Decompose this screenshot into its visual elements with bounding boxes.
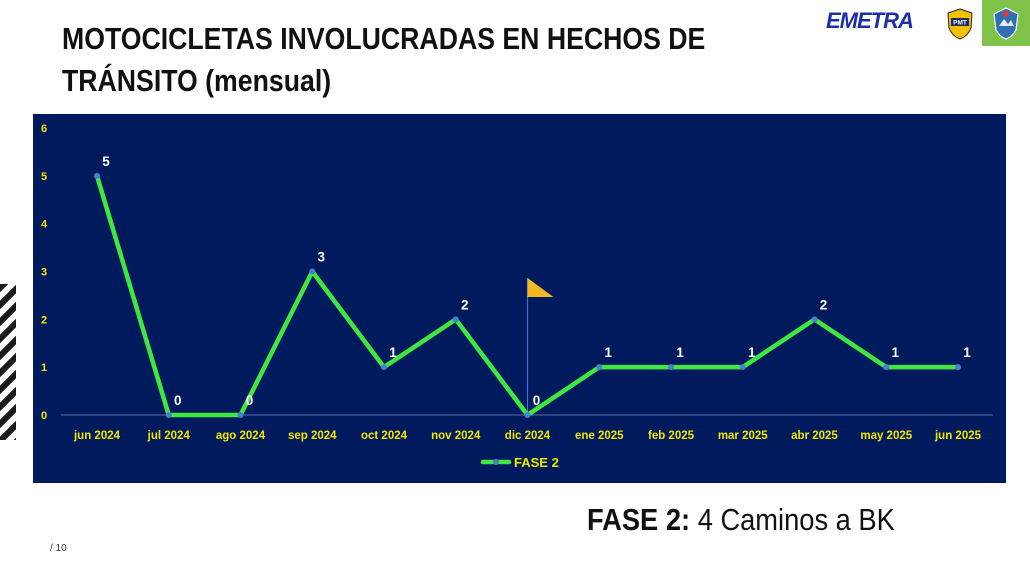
data-point [596, 364, 603, 371]
data-point [668, 364, 674, 371]
data-label: 1 [389, 345, 397, 360]
y-tick-label: 0 [41, 410, 47, 422]
x-tick-label: may 2025 [860, 430, 912, 442]
phase-caption: FASE 2: 4 Caminos a BK [587, 502, 895, 538]
x-tick-label: dic 2024 [505, 430, 551, 442]
data-label: 1 [676, 345, 684, 360]
x-tick-label: abr 2025 [791, 430, 838, 442]
y-tick-label: 4 [41, 219, 48, 231]
data-label: 3 [317, 250, 325, 265]
x-tick-label: nov 2024 [431, 430, 481, 442]
municipality-emblem-icon [993, 7, 1019, 40]
phase-caption-label: FASE 2: [587, 502, 691, 537]
page-title: MOTOCICLETAS INVOLUCRADAS EN HECHOS DE T… [62, 21, 706, 98]
data-label: 1 [748, 345, 756, 360]
data-point [955, 364, 961, 371]
y-tick-label: 2 [41, 314, 47, 326]
data-point [94, 172, 100, 179]
x-tick-label: mar 2025 [718, 430, 768, 442]
data-label: 0 [174, 393, 182, 408]
data-label: 2 [461, 297, 469, 312]
x-tick-label: jun 2024 [73, 430, 121, 442]
legend-marker [493, 459, 499, 465]
x-tick-label: sep 2024 [288, 430, 337, 442]
data-point [739, 364, 746, 371]
data-label: 5 [102, 154, 110, 169]
data-label: 1 [604, 345, 612, 360]
legend-label: FASE 2 [514, 455, 559, 470]
data-point [165, 412, 172, 418]
data-point [381, 364, 387, 371]
page-number: / 10 [50, 543, 67, 554]
data-point [524, 412, 531, 418]
data-label: 0 [533, 393, 541, 408]
y-tick-label: 3 [41, 267, 47, 279]
y-tick-label: 5 [41, 171, 47, 183]
y-tick-label: 6 [41, 123, 47, 135]
data-label: 1 [891, 345, 899, 360]
pmt-badge-text: PMT [953, 20, 967, 27]
flag-icon [527, 278, 554, 297]
data-point [452, 316, 459, 323]
municipality-logo [982, 0, 1030, 46]
data-label: 1 [963, 345, 971, 360]
x-tick-label: oct 2024 [361, 430, 408, 442]
data-point [237, 412, 244, 418]
phase-caption-location: 4 Caminos a BK [697, 502, 895, 537]
data-point [309, 268, 316, 275]
data-label: 0 [246, 393, 254, 408]
x-tick-label: ago 2024 [216, 430, 266, 442]
data-point [811, 316, 818, 323]
data-label: 2 [820, 297, 828, 312]
y-tick-label: 1 [41, 362, 47, 374]
chart-canvas: 0 1 2 3 4 5 6 jun 2024 jul 2024 ago 2024 sep 2024 o… [41, 123, 993, 470]
x-tick-label: jul 2024 [147, 430, 191, 442]
data-point [883, 364, 890, 371]
x-tick-label: ene 2025 [575, 430, 624, 442]
x-tick-label: feb 2025 [648, 430, 695, 442]
pmt-badge-icon: PMT [947, 8, 973, 40]
decorative-stripes [0, 284, 16, 440]
emetra-logo: EMETRA [826, 8, 914, 33]
line-chart: 0 1 2 3 4 5 6 jun 2024 jul 2024 ago 2024 sep 2024 o… [33, 114, 1006, 483]
x-tick-label: jun 2025 [934, 430, 982, 442]
